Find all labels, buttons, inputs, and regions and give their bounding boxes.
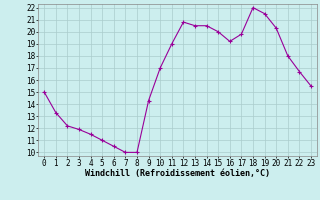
X-axis label: Windchill (Refroidissement éolien,°C): Windchill (Refroidissement éolien,°C) [85, 169, 270, 178]
